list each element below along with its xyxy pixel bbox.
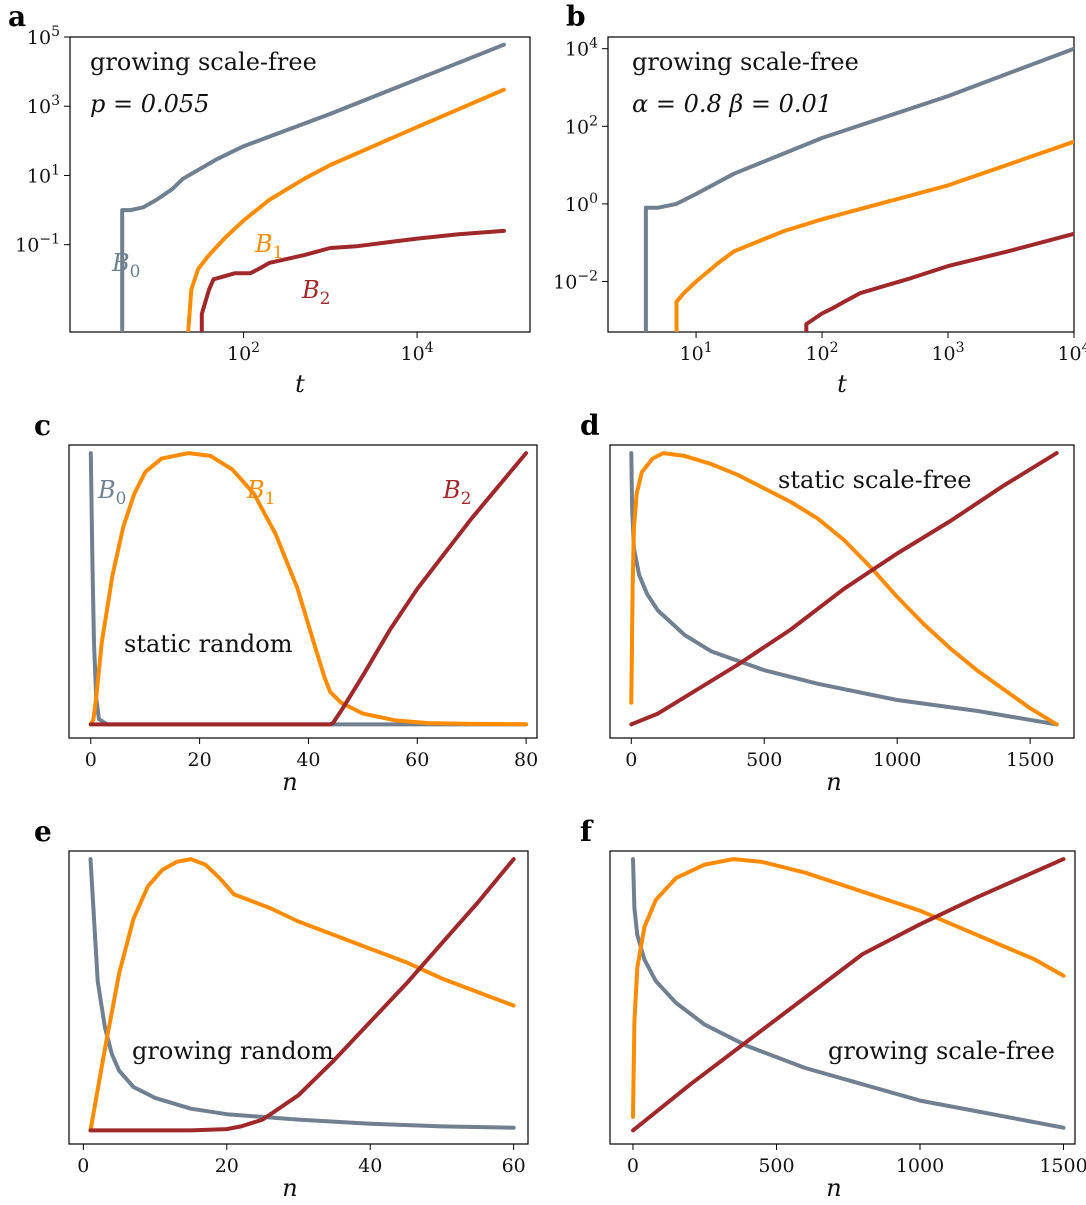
x-tick-label-f: 0 — [627, 1155, 639, 1177]
x-tick-label-b: 102 — [805, 340, 838, 365]
series-line-d-b2 — [629, 451, 1059, 727]
x-tick-label-c: 80 — [514, 749, 538, 771]
x-tick-label-f: 500 — [758, 1155, 794, 1177]
series-line-b-b1 — [674, 139, 1074, 332]
panel-label-f: f — [580, 815, 594, 848]
series-line-d-b1 — [629, 451, 1059, 727]
x-tick-label-b: 103 — [931, 340, 964, 365]
panel-b-frame — [607, 36, 1075, 333]
annotation-c: static random — [124, 630, 293, 658]
x-tick-label-e: 20 — [215, 1155, 239, 1177]
series-line-b-b2 — [804, 231, 1074, 332]
x-tick-label-c: 20 — [188, 749, 212, 771]
series-label-a-b2: B2 — [301, 276, 330, 309]
x-tick-label-c: 60 — [405, 749, 429, 771]
x-tick-label-e: 60 — [502, 1155, 526, 1177]
series-label-c-b1: B1 — [246, 476, 275, 509]
axis-label-x-d: n — [826, 768, 841, 796]
y-tick-label-b: 104 — [565, 36, 598, 61]
series-layer — [88, 42, 1074, 1133]
annotation-e: growing random — [132, 1037, 334, 1065]
y-tick-label-a: 103 — [27, 93, 60, 118]
axis-label-x-e: n — [282, 1174, 297, 1202]
series-line-a-b0 — [120, 42, 506, 332]
series-line-e-b1 — [88, 857, 516, 1133]
annotation-a-param: p = 0.055 — [90, 90, 209, 118]
x-tick-label-c: 40 — [296, 749, 320, 771]
y-tick-label-b: 10−2 — [553, 269, 598, 294]
axis-label-x-b: t — [837, 370, 847, 398]
y-tick-label-b: 100 — [565, 191, 598, 216]
axis-label-x-c: n — [282, 768, 297, 796]
annotation-a-title: growing scale-free — [90, 48, 317, 76]
series-label-a-b1: B1 — [254, 230, 283, 263]
panel-label-b: b — [566, 0, 586, 33]
y-tick-label-a: 10−1 — [15, 232, 60, 257]
annotation-d: static scale-free — [778, 466, 971, 494]
panel-e-frame — [68, 850, 529, 1145]
x-tick-label-d: 1000 — [873, 749, 921, 771]
y-tick-label-a: 105 — [27, 24, 60, 49]
panel-label-e: e — [34, 815, 52, 848]
y-tick-label-b: 102 — [565, 113, 598, 138]
axis-label-x-f: n — [826, 1174, 841, 1202]
x-tick-label-f: 1000 — [896, 1155, 944, 1177]
x-tick-label-d: 500 — [746, 749, 782, 771]
x-tick-label-c: 0 — [85, 749, 97, 771]
x-tick-label-a: 104 — [401, 340, 434, 365]
x-tick-label-e: 0 — [77, 1155, 89, 1177]
tick-layer: 102 104 10−1 101 103 105 101 102 103 104 10−2 100 10… — [15, 24, 1086, 1177]
x-tick-label-d: 1500 — [1006, 749, 1054, 771]
annotation-f: growing scale-free — [828, 1037, 1055, 1065]
panel-f-frame — [609, 850, 1076, 1145]
series-label-c-b2: B2 — [442, 476, 471, 509]
series-line-f-b2 — [631, 857, 1066, 1133]
x-tick-label-f: 1500 — [1039, 1155, 1086, 1177]
x-tick-label-b: 101 — [680, 340, 713, 365]
series-line-e-b0 — [88, 857, 516, 1130]
series-line-e-b2 — [88, 857, 516, 1133]
panel-d-frame — [609, 444, 1075, 739]
series-line-c-b2 — [88, 451, 529, 727]
series-line-f-b1 — [631, 857, 1066, 1119]
series-line-b-b0 — [643, 46, 1074, 332]
axis-label-x-a: t — [295, 370, 305, 398]
y-tick-label-a: 101 — [27, 162, 60, 187]
panel-label-a: a — [8, 0, 26, 33]
x-tick-label-d: 0 — [625, 749, 637, 771]
x-tick-label-a: 102 — [227, 340, 260, 365]
series-line-a-b1 — [186, 87, 506, 332]
panel-c-frame — [68, 444, 538, 739]
x-tick-label-b: 104 — [1057, 340, 1086, 365]
annotation-b-param: α = 0.8 β = 0.01 — [632, 90, 832, 118]
annotation-b-title: growing scale-free — [632, 48, 859, 76]
panel-label-d: d — [580, 409, 600, 442]
series-label-a-b0: B0 — [111, 249, 140, 282]
x-tick-label-e: 40 — [358, 1155, 382, 1177]
panel-label-c: c — [34, 409, 51, 442]
series-label-c-b0: B0 — [97, 476, 126, 509]
series-line-a-b2 — [199, 228, 506, 332]
series-line-c-b1 — [88, 451, 529, 727]
panel-a-frame — [69, 36, 531, 333]
series-line-f-b0 — [631, 857, 1066, 1130]
